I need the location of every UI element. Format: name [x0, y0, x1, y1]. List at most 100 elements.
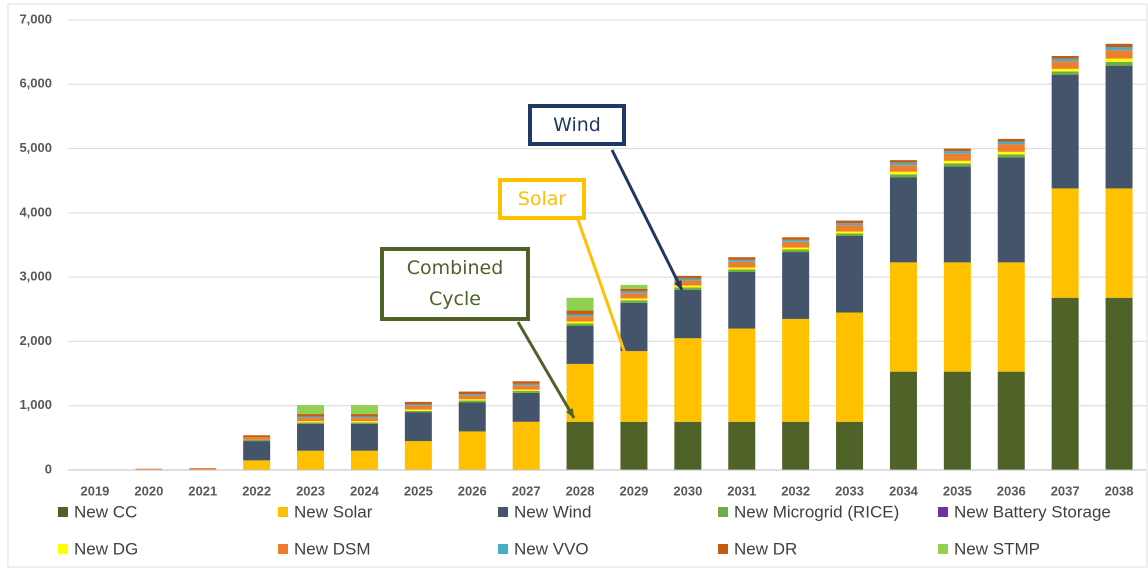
bar-segment	[1051, 58, 1079, 62]
bar-segment	[297, 414, 325, 417]
bar-segment	[458, 431, 486, 470]
bar-segment	[943, 262, 971, 372]
bar-segment	[997, 371, 1025, 470]
bar-segment	[836, 223, 864, 226]
bar-segment	[350, 450, 378, 470]
bar-segment	[782, 421, 810, 470]
bar-segment	[404, 401, 432, 405]
bar-segment	[297, 450, 325, 470]
bar-segment	[943, 153, 971, 161]
bar-segment	[1051, 61, 1079, 69]
bar-segment	[620, 351, 648, 422]
x-tick-label: 2020	[134, 483, 163, 498]
bar-segment	[404, 405, 432, 410]
bar-segment	[458, 391, 486, 395]
bar-segment	[620, 291, 648, 294]
bar-segment	[458, 400, 486, 403]
bar-segment	[836, 231, 864, 234]
bar-segment	[620, 293, 648, 299]
legend-swatch	[58, 544, 68, 554]
bar-segment	[889, 162, 917, 166]
bar-segment	[943, 151, 971, 154]
legend-label: New STMP	[954, 539, 1040, 558]
bar-segment	[458, 395, 486, 400]
bar-segment	[135, 468, 163, 470]
x-tick-label: 2022	[242, 483, 271, 498]
bar-segment	[943, 148, 971, 152]
bar-segment	[836, 421, 864, 470]
bar-segment	[1051, 71, 1079, 75]
bar-segment	[1051, 56, 1079, 59]
legend-swatch	[938, 544, 948, 554]
bar-segment	[566, 316, 594, 322]
bar-segment	[620, 421, 648, 470]
bar-segment	[512, 381, 540, 384]
bar-segment	[620, 284, 648, 289]
x-tick-label: 2026	[458, 483, 487, 498]
bar-segment	[1105, 43, 1133, 47]
bar-segment	[297, 421, 325, 423]
bar-segment	[1105, 61, 1133, 66]
x-tick-label: 2036	[997, 483, 1026, 498]
annotation: Solar	[498, 178, 586, 220]
x-tick-label: 2027	[512, 483, 541, 498]
bar-segment	[566, 314, 594, 317]
bar-segment	[674, 275, 702, 279]
legend-swatch	[58, 507, 68, 517]
bar-segment	[566, 310, 594, 315]
legend-label: New DG	[74, 539, 138, 558]
bar-segment	[889, 171, 917, 175]
bar-segment	[350, 417, 378, 422]
bar-segment	[620, 288, 648, 292]
bar-segment	[836, 233, 864, 236]
bar-segment	[782, 252, 810, 319]
bar-segment	[674, 278, 702, 281]
x-tick-label: 2034	[889, 483, 919, 498]
arrow-head	[621, 352, 629, 362]
bar-segment	[1051, 74, 1079, 189]
x-tick-label: 2030	[673, 483, 702, 498]
y-tick-label: 6,000	[19, 76, 52, 91]
bar-segment	[674, 287, 702, 290]
bar-segment	[943, 163, 971, 167]
bar-segment	[1105, 47, 1133, 51]
bar-segment	[566, 321, 594, 324]
legend-label: New DSM	[294, 539, 371, 558]
bar-segment	[1105, 297, 1133, 470]
bar-segment	[243, 441, 271, 461]
x-tick-label: 2031	[727, 483, 756, 498]
bar-segment	[350, 416, 378, 418]
x-tick-label: 2038	[1105, 483, 1134, 498]
bar-segment	[297, 405, 325, 415]
bar-segment	[620, 300, 648, 303]
bar-segment	[1051, 297, 1079, 470]
x-tick-label: 2024	[350, 483, 380, 498]
bar-segment	[889, 165, 917, 172]
bar-segment	[350, 421, 378, 423]
x-tick-label: 2037	[1051, 483, 1080, 498]
bar-segment	[566, 326, 594, 364]
bar-segment	[889, 371, 917, 470]
bar-segment	[297, 417, 325, 422]
bar-segment	[458, 394, 486, 396]
bar-segment	[350, 422, 378, 424]
annotation-arrow	[516, 321, 576, 419]
legend-label: New Microgrid (RICE)	[734, 502, 899, 521]
bar-segment	[997, 154, 1025, 158]
bar-segment	[350, 405, 378, 415]
bar-segment	[728, 272, 756, 329]
bar-segment	[350, 423, 378, 451]
bar-segment	[943, 160, 971, 164]
chart-border	[7, 3, 1148, 568]
bar-segment	[620, 298, 648, 301]
bar-segment	[997, 138, 1025, 142]
legend-label: New CC	[74, 502, 137, 521]
bar-segment	[1051, 188, 1079, 298]
bar-segment	[512, 390, 540, 393]
bar-segment	[512, 421, 540, 470]
bar-segment	[728, 261, 756, 268]
legend-label: New DR	[734, 539, 797, 558]
x-tick-label: 2019	[80, 483, 109, 498]
